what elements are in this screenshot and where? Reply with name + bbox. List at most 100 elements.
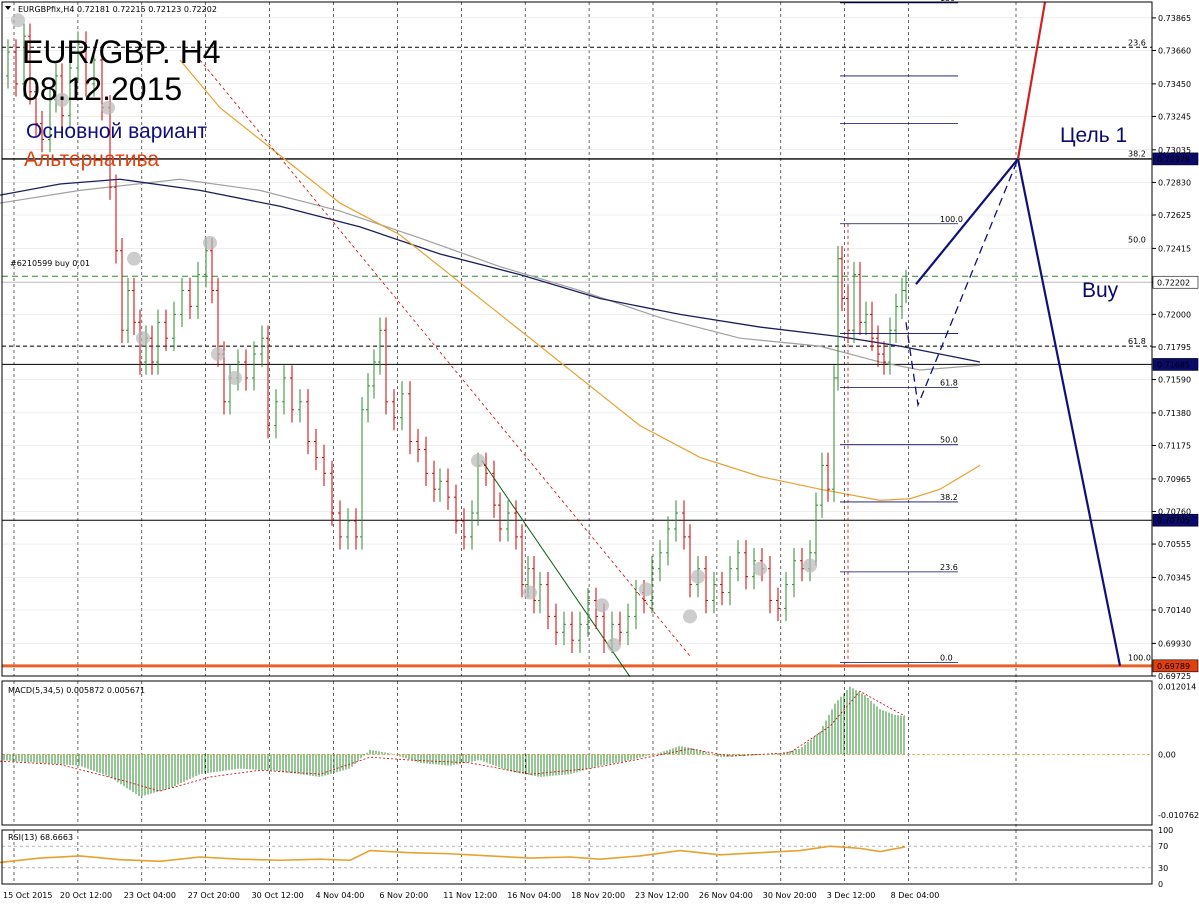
time-tick-label: 30 Oct 12:00 [252,891,304,900]
price-tick-label: 0.70345 [1158,573,1191,582]
panel-frames [1,1,1153,885]
price-tick-label: 0.70965 [1158,475,1191,484]
price-candles [6,13,908,653]
price-tick-label: 0.72625 [1158,211,1191,220]
price-tag-box [1152,659,1199,673]
time-tick-label: 3 Dec 12:00 [827,891,876,900]
price-tag-label: 0.70705 [1157,516,1190,525]
fibonacci-levels[interactable]: 150 100.0 61.8 50.0 38.2 23.6 0.0 23.6 38.2 50.0 6… [840,0,1151,663]
price-tag-label: 0.71685 [1157,360,1190,369]
time-tick-label: 8 Dec 04:00 [891,891,940,900]
macd-tick-label: -0.010762 [1158,811,1199,820]
fractal-marker [753,561,767,576]
rsi-indicator: 100 70 30 0 [0,826,1173,889]
fib-level-label: 100.0 [1128,653,1151,662]
price-tick-label: 0.73865 [1158,14,1191,23]
fib-level-label: 50.0 [940,436,958,445]
price-tick-label: 0.71795 [1158,343,1191,352]
time-tick-label: 23 Oct 04:00 [124,891,176,900]
time-tick-label: 23 Nov 12:00 [635,891,689,900]
down-trend-line [481,460,631,678]
target-projection-line [1016,1,1047,160]
time-tick-label: 30 Nov 20:00 [763,891,817,900]
time-tick-label: 20 Oct 12:00 [60,891,112,900]
price-tick-label: 0.72415 [1158,244,1191,253]
time-tick-label: 26 Nov 04:00 [699,891,753,900]
macd-tick-label: 0.00 [1158,750,1176,759]
fib-level-label: 150 [940,0,955,3]
price-tag-box [1152,513,1199,527]
fib-level-label: 100.0 [940,215,963,224]
fib-level-label: 61.8 [1128,337,1146,346]
ma-grey-line [0,178,981,371]
fractal-marker [127,251,141,266]
buy-label: Buy [1082,279,1119,302]
fractal-marker [691,569,705,584]
channel-trend-line [199,59,691,657]
scenario-lines[interactable] [905,1,1122,667]
rsi-tick-label: 70 [1158,842,1168,851]
price-axis: 0.73865 0.73660 0.73450 0.73245 0.73035 0.728… [1152,14,1199,681]
collapse-arrow-icon[interactable] [5,6,11,10]
price-tag-box [1152,152,1199,166]
horizontal-level-lines[interactable] [2,46,1152,668]
fib-level-label: 50.0 [1128,235,1146,244]
rsi-label: RSI(13) 68.6663 [8,833,73,842]
rsi-tick-label: 0 [1158,880,1163,889]
fib-level-label: 0.0 [940,653,953,662]
price-tick-label: 0.70140 [1158,606,1191,615]
price-tick-label: 0.72830 [1158,178,1191,187]
fractal-marker [55,92,69,107]
time-tick-label: 18 Nov 20:00 [571,891,625,900]
ma-orange-line [179,59,981,501]
price-tick-label: 0.73660 [1158,46,1191,55]
fractal-marker [683,609,697,624]
target-label: Цель 1 [1060,124,1127,147]
fractal-marker [101,100,115,115]
fib-level-label: 23.6 [940,563,958,572]
macd-label: MACD(5,34,5) 0.005872 0.005671 [8,686,145,695]
main-panel[interactable]: 150 100.0 61.8 50.0 38.2 23.6 0.0 23.6 38.2 50.0 6… [0,0,1199,884]
fib-level-label: 38.2 [940,493,958,502]
price-tick-label: 0.71380 [1158,409,1191,418]
price-tick-label: 0.70760 [1158,507,1191,516]
time-tick-label: 4 Nov 04:00 [316,891,365,900]
macd-panel-frame [1,680,1153,826]
rsi-line [0,845,906,864]
price-panel-frame [1,1,1153,677]
macd-panel[interactable]: 0.012014 0.00 -0.010762 [0,683,1199,821]
price-tick-label: 0.73035 [1158,146,1191,155]
price-tick-label: 0.70555 [1158,540,1191,549]
fractal-marker [471,453,485,468]
fractal-marker [228,370,242,385]
order-label: #6210599 buy 0.01 [10,259,90,268]
fractal-marker [203,235,217,250]
moving-averages [0,59,981,501]
time-tick-label: 16 Nov 04:00 [507,891,561,900]
price-tag-label: 0.72978 [1157,155,1190,164]
fractal-marker [803,558,817,573]
fib-level-label: 23.6 [1128,38,1146,47]
chart-date: 08.12.2015 [22,71,182,107]
rsi-panel[interactable]: 100 70 30 0 [0,826,1173,889]
macd-indicator: 0.012014 0.00 -0.010762 [0,683,1199,820]
macd-tick-label: 0.012014 [1158,683,1196,692]
fractal-marker [639,582,653,597]
fib-level-label: 61.8 [940,378,958,387]
fractal-marker [595,598,609,613]
fractal-marker [523,585,537,600]
fractal-marker [607,638,621,653]
price-tag-box [1152,275,1199,289]
chart-title: EUR/GBP. H4 [22,34,221,70]
time-tick-label: 11 Nov 12:00 [443,891,497,900]
ma-long-line [0,178,981,363]
time-axis: 15 Oct 2015 20 Oct 12:00 23 Oct 04:00 27 Oc… [3,891,939,900]
rsi-panel-frame [1,829,1153,885]
price-tick-label: 0.69930 [1158,639,1191,648]
alternative-label: Альтернатива [24,148,159,171]
main-variant-label: Основной вариант [26,120,207,143]
time-tick-label: 15 Oct 2015 [3,891,52,900]
fractal-marker [136,331,150,346]
price-tick-label: 0.72000 [1158,310,1191,319]
